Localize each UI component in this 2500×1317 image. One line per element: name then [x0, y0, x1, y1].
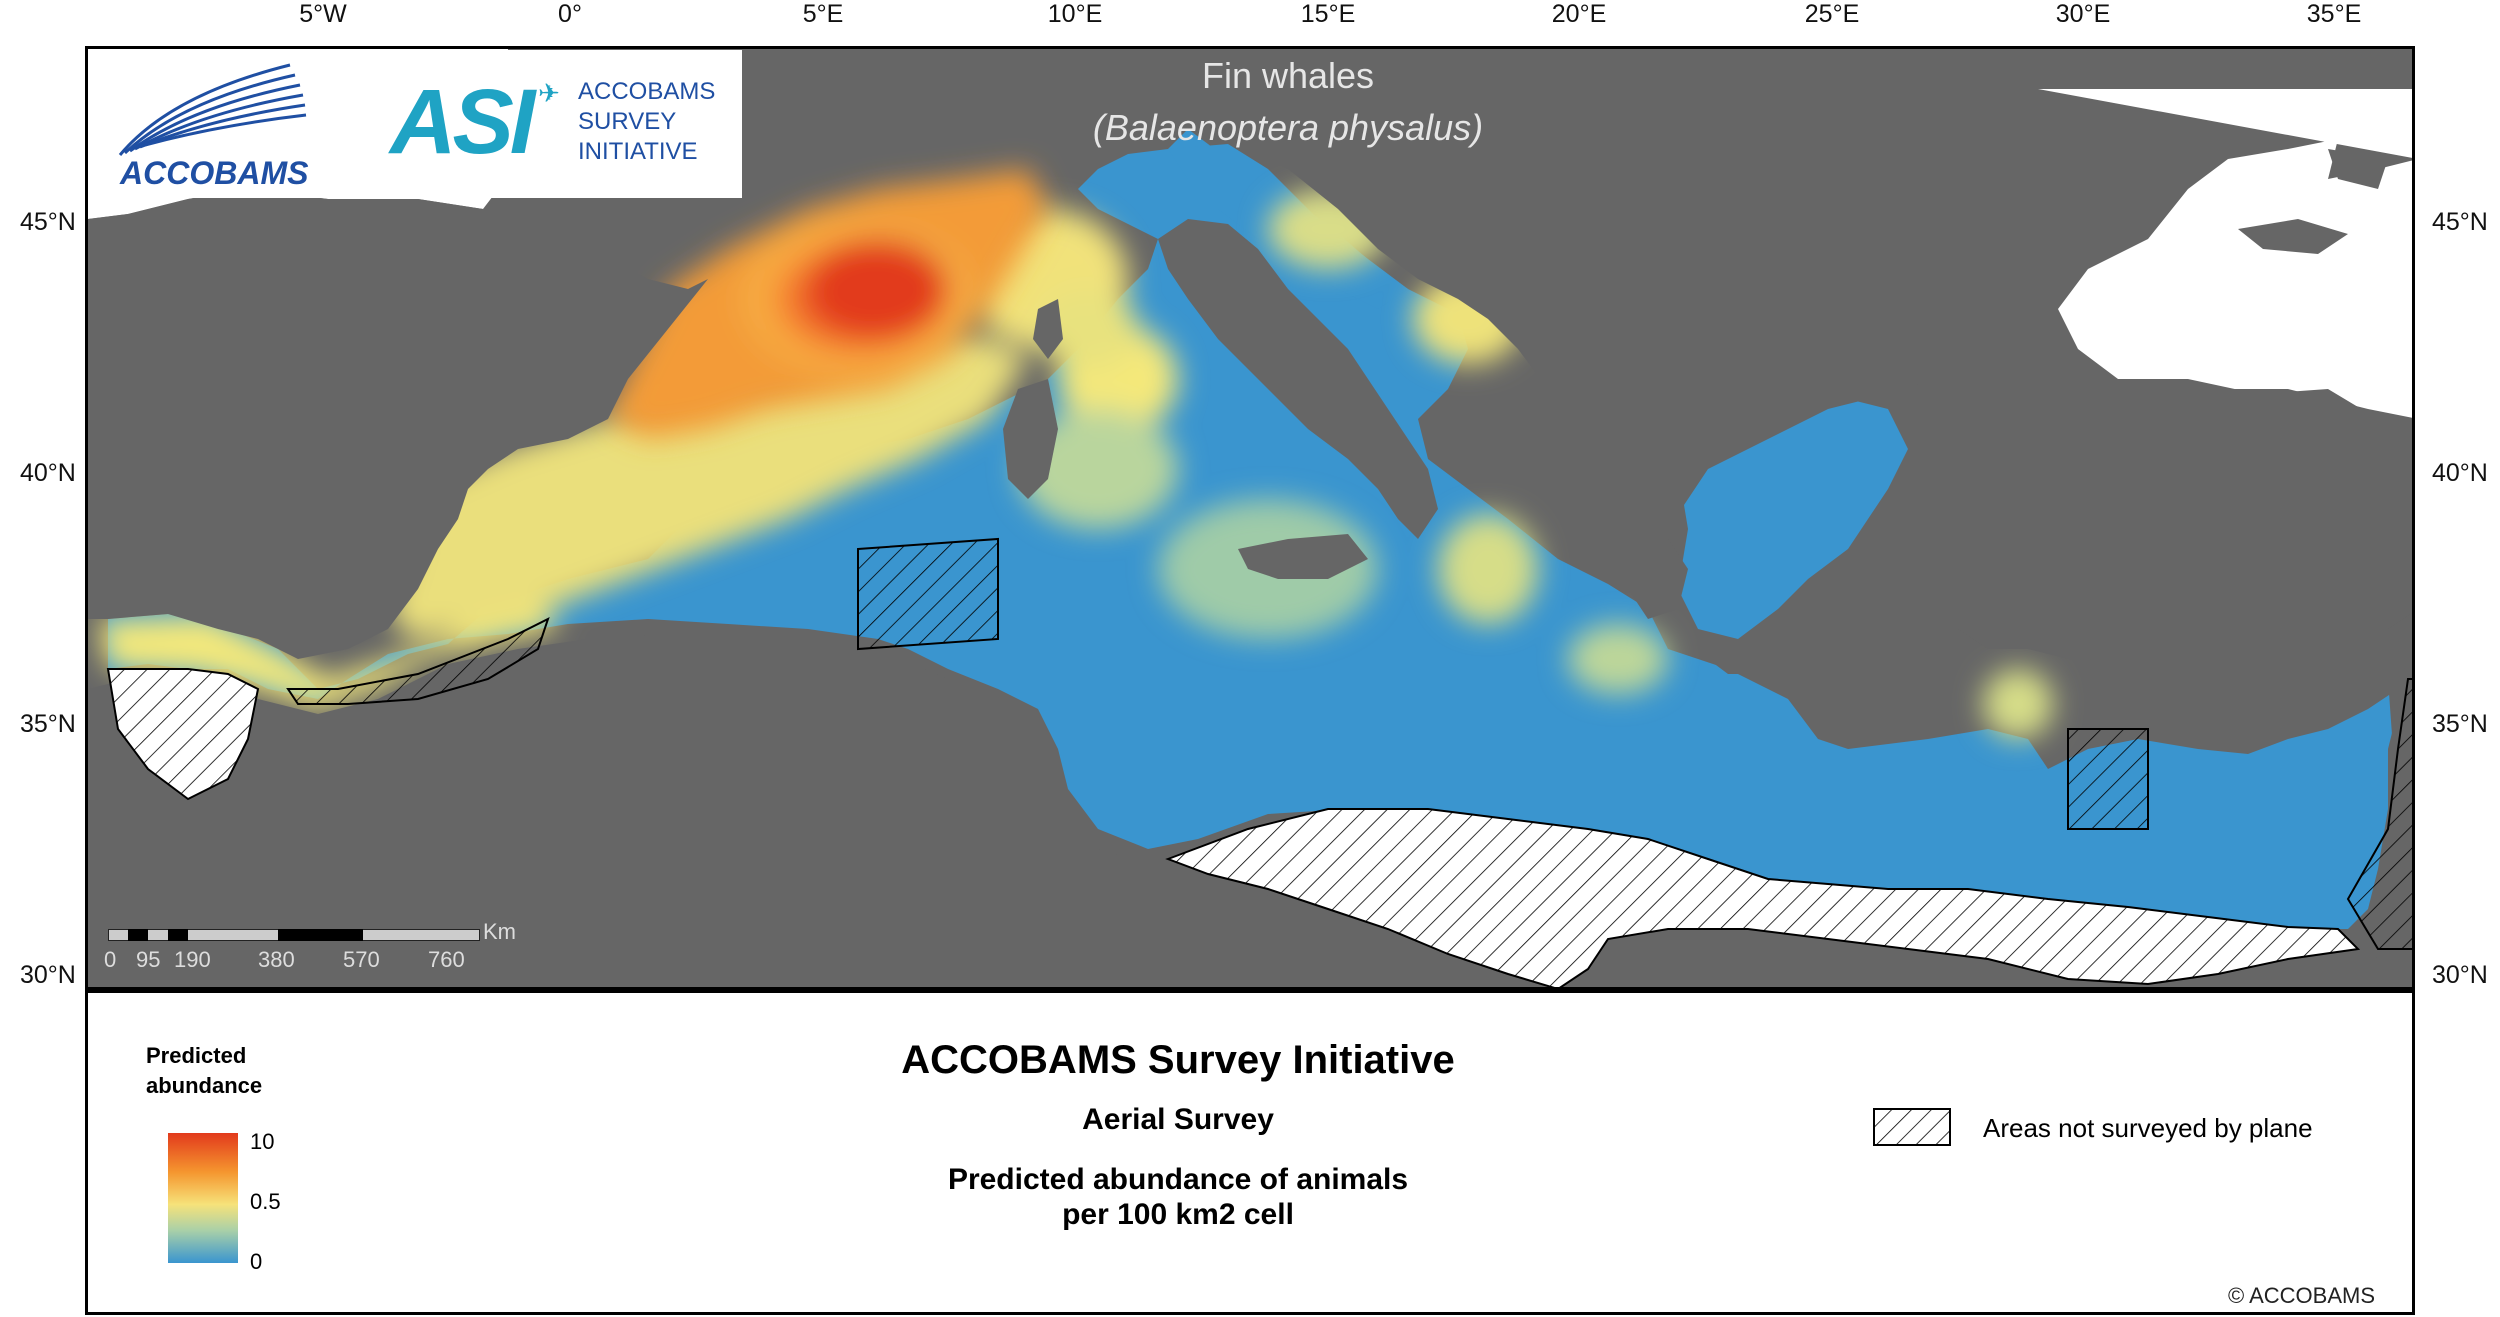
crete-warm-zone: [1568, 624, 1668, 694]
latitude-tick-label: 45°N: [2432, 208, 2488, 236]
scale-label: 380: [258, 947, 295, 972]
unsurveyed-algeria-box: [857, 537, 999, 651]
map-panel: Fin whales (Balaenoptera physalus) Km 0 …: [85, 46, 2415, 990]
asi-logo-line: SURVEY: [578, 108, 677, 135]
asi-logo-line: ACCOBAMS: [578, 78, 716, 105]
hatch-swatch: [1873, 1108, 1951, 1146]
levantine-warm-zone: [1983, 669, 2053, 739]
anatolia: [1898, 349, 2412, 679]
unsurveyed-areas: [106, 537, 2412, 987]
ramp-label: 0: [250, 1249, 263, 1274]
scale-label: 95: [136, 947, 161, 972]
ramp-label: 0.5: [250, 1189, 281, 1214]
map-canvas: [88, 49, 2412, 987]
legend-description: Predicted abundance of animals: [947, 1163, 1409, 1196]
ramp-label: 10: [250, 1129, 275, 1154]
longitude-tick-label: 10°E: [1047, 0, 1103, 28]
hatch-label: Areas not surveyed by plane: [1983, 1113, 2313, 1143]
accobams-logo-text: ACCOBAMS: [120, 155, 309, 191]
sardinia-south-warm-zone: [1018, 409, 1178, 529]
legend-panel: Predicted abundance 10 0.5 0 ACCOBAMS Su…: [85, 990, 2415, 1315]
asi-logo-mark: ASI: [390, 71, 535, 173]
gulf-of-lion-peak: [808, 239, 948, 339]
scale-label: 760: [428, 947, 465, 972]
scale-label: 190: [174, 947, 211, 972]
copyright: © ACCOBAMS: [2228, 1283, 2376, 1308]
longitude-tick-label: 30°E: [2055, 0, 2111, 28]
sardinia: [1003, 379, 1058, 499]
latitude-tick-label: 40°N: [2432, 459, 2488, 487]
longitude-tick-label: 35°E: [2306, 0, 2362, 28]
north-africa-east: [1088, 849, 1558, 987]
crimea: [2238, 219, 2348, 254]
legend-description: per 100 km2 cell: [1062, 1198, 1294, 1231]
sicily: [1238, 534, 1368, 579]
map-subtitle: (Balaenoptera physalus): [1092, 107, 1484, 148]
tyrrhenian-north-warm-zone: [1038, 289, 1138, 369]
airplane-icon: ✈: [538, 78, 560, 108]
black-sea: [2038, 89, 2412, 419]
longitude-tick-label: 20°E: [1551, 0, 1607, 28]
scale-bar: Km 0 95 190 380 570 760: [104, 919, 528, 987]
unsurveyed-levantine-box: [2067, 728, 2149, 830]
latitude-tick-label: 35°N: [20, 710, 76, 738]
ionian-warm-zone: [1438, 514, 1538, 624]
iberian-peninsula: [88, 189, 708, 659]
legend-title: Predicted: [146, 1043, 247, 1068]
longitude-tick-label: 5°W: [299, 0, 347, 28]
latitude-tick-label: 35°N: [2432, 710, 2488, 738]
asi-logo-line: INITIATIVE: [578, 138, 698, 165]
italy: [1158, 219, 1438, 539]
crete: [1708, 649, 1848, 674]
balkans: [1228, 89, 2058, 569]
longitude-tick-label: 25°E: [1804, 0, 1860, 28]
unsurveyed-alboran-strip: [286, 617, 550, 705]
north-africa-west: [88, 634, 1268, 987]
land-masses: [88, 89, 2412, 987]
accobams-logo: ACCOBAMS: [100, 55, 330, 195]
logo-panel: ACCOBAMS ASI ✈ ACCOBAMS SURVEY INITIATIV…: [90, 50, 742, 198]
unsurveyed-levant-coast: [2346, 678, 2412, 950]
longitude-tick-label: 15°E: [1300, 0, 1356, 28]
legend-heading: ACCOBAMS Survey Initiative: [901, 1038, 1455, 1082]
latitude-tick-label: 30°N: [2432, 961, 2488, 989]
accobams-waves-icon: [118, 63, 307, 156]
aegean-sea: [1678, 399, 1908, 639]
legend-survey-type: Aerial Survey: [1082, 1103, 1274, 1136]
latitude-tick-label: 40°N: [20, 459, 76, 487]
asi-logo: ASI ✈ ACCOBAMS SURVEY INITIATIVE: [390, 70, 740, 190]
abundance-hotspot: [608, 169, 1048, 439]
map-title: Fin whales: [1201, 55, 1375, 96]
longitude-tick-label: 5°E: [802, 0, 844, 28]
scale-label: 0: [104, 947, 117, 972]
longitude-tick-label: 0°: [558, 0, 582, 28]
latitude-tick-label: 45°N: [20, 208, 76, 236]
color-ramp: [168, 1133, 238, 1263]
cyprus: [2088, 679, 2178, 709]
legend-title: abundance: [146, 1073, 263, 1098]
scale-label: 570: [343, 947, 380, 972]
latitude-tick-label: 30°N: [20, 961, 76, 989]
balearic-warm-zone: [388, 329, 1028, 639]
peloponnese: [1628, 539, 1688, 619]
sea-of-azov-shore: [2328, 149, 2388, 189]
corsica: [1033, 299, 1063, 359]
scale-unit: Km: [483, 919, 516, 944]
unsurveyed-libya-egypt: [1165, 808, 2361, 987]
unsurveyed-atlantic: [106, 668, 260, 801]
